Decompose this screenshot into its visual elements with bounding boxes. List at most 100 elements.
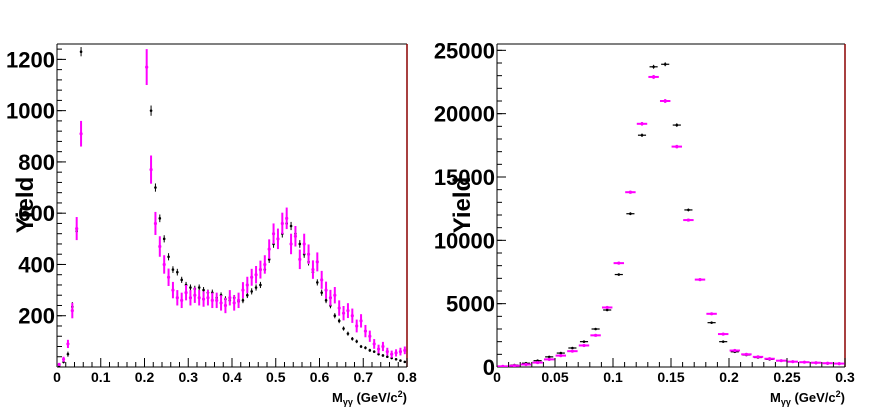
data-point [176,268,179,276]
marker [652,75,656,79]
marker [176,270,179,274]
data-point [263,255,267,274]
x-tick-label: 0.2 [719,369,739,385]
data-point [158,236,162,257]
y-tick-label: 20000 [434,102,495,127]
marker [285,216,289,220]
data-point [79,120,83,147]
marker [158,217,162,220]
data-point [363,324,368,338]
marker [390,352,394,356]
marker [145,65,149,69]
marker [346,309,350,313]
data-point [729,348,741,353]
marker [571,346,574,350]
marker [687,208,690,212]
data-point [201,291,206,307]
marker [66,342,70,346]
data-point [684,208,693,212]
marker [219,301,223,305]
data-point [368,348,372,352]
x-tick-label: 0.25 [773,369,800,385]
marker [311,267,315,272]
x-tick-label: 0 [493,369,501,385]
data-point [603,308,612,312]
marker [228,296,232,300]
data-point [368,330,372,342]
marker [341,311,346,315]
data-point [298,249,302,270]
marker [605,305,609,310]
marker [70,309,74,313]
marker [175,296,179,300]
marker [167,255,170,259]
data-point [193,287,197,303]
marker [756,355,760,359]
data-point [171,281,175,299]
marker [210,298,214,302]
marker [245,283,249,287]
marker [617,273,621,276]
data-point [567,349,578,353]
data-point [167,253,170,261]
marker [306,252,311,256]
data-point [350,308,354,323]
data-point [671,144,683,149]
marker [640,133,644,137]
marker [259,283,262,287]
data-point [775,359,787,363]
series-1 [498,62,844,367]
data-point [591,327,600,331]
data-point [258,260,263,279]
data-point [545,355,554,359]
data-point [302,233,306,255]
marker [342,327,345,330]
data-point [189,284,192,291]
data-point [184,284,188,301]
y-tick-label: 0 [483,355,495,380]
marker [337,306,341,310]
data-point [158,214,162,223]
data-point [57,362,61,367]
marker [536,360,540,365]
data-point [626,212,635,216]
marker [594,327,597,331]
marker [377,352,380,356]
data-point [385,347,389,356]
marker [605,308,609,312]
x-tick-label: 0.6 [310,369,330,385]
data-point [355,339,358,344]
series-2 [497,74,845,367]
data-point [271,223,276,244]
data-point [661,62,670,67]
data-point [162,235,166,243]
marker [320,278,324,282]
marker [289,224,293,228]
marker [293,234,298,238]
marker [582,343,586,348]
marker [394,358,398,361]
marker [171,288,175,292]
data-point [337,318,341,324]
data-point [298,240,302,248]
marker [154,186,157,189]
chart-panel-2: 0 0.05 0.1 0.15 0.2 0.25 0.3 0 5000 10000 15000 200… [434,38,855,407]
y-tick-label: 600 [18,201,55,226]
marker [675,123,679,127]
data-point [188,290,193,306]
data-point [579,340,589,343]
data-point [70,302,74,319]
marker [324,288,328,292]
marker [385,350,389,354]
data-point [154,183,157,192]
x-tick-label: 0.15 [657,369,684,385]
data-point [267,239,271,259]
data-point [337,300,341,316]
data-point [568,346,577,350]
data-point [810,361,822,365]
data-point [833,361,845,366]
data-point [372,350,376,353]
data-point [280,212,284,235]
marker [223,303,228,308]
data-point [236,292,241,309]
